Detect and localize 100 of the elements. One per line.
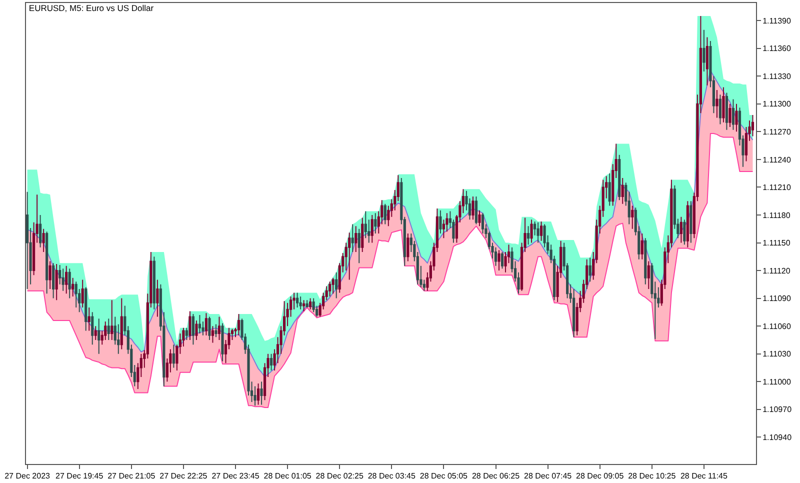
candlestick	[348, 232, 351, 280]
candlestick	[84, 286, 88, 332]
candlestick	[256, 382, 260, 406]
y-tick-label: 1.11240	[762, 155, 792, 164]
candlestick	[706, 36, 708, 86]
candlestick	[370, 214, 374, 244]
candlestick	[647, 260, 650, 290]
y-tick-label: 1.11150	[762, 238, 791, 248]
y-tick-label: 1.11120	[762, 266, 791, 276]
candlestick	[309, 298, 312, 310]
x-tick-label: 27 Dec 2023	[4, 472, 51, 481]
x-tick-label: 27 Dec 19:45	[56, 472, 104, 481]
candlestick	[74, 281, 78, 308]
candlestick	[608, 172, 611, 206]
candlestick	[751, 114, 754, 137]
candlestick	[361, 217, 364, 253]
candlestick	[540, 220, 543, 242]
candlestick	[472, 196, 474, 220]
candlestick	[732, 98, 735, 130]
candlestick	[214, 324, 218, 338]
candlestick	[498, 250, 500, 272]
candlestick	[494, 246, 498, 266]
candlestick	[481, 212, 484, 234]
candlestick	[354, 226, 358, 253]
candlestick	[208, 316, 211, 340]
y-tick-label: 1.11030	[762, 350, 792, 359]
candlestick	[204, 312, 208, 336]
candlestick	[185, 327, 188, 340]
y-tick-label: 1.11330	[762, 72, 792, 81]
candlestick	[107, 318, 110, 340]
candlestick	[725, 92, 728, 130]
candlestick	[332, 277, 334, 294]
candlestick	[588, 257, 592, 282]
candlestick	[26, 191, 29, 290]
candlestick	[621, 177, 624, 204]
candlestick	[218, 316, 221, 340]
candlestick	[335, 272, 338, 299]
y-tick-label: 1.11270	[762, 127, 792, 136]
candlestick	[718, 94, 722, 125]
candlestick	[439, 210, 442, 234]
candlestick	[306, 300, 308, 308]
x-tick-label: 28 Dec 10:25	[628, 472, 676, 481]
candlestick	[302, 300, 306, 312]
candlestick	[62, 268, 64, 292]
candlestick	[195, 320, 198, 340]
y-tick-label: 1.11180	[762, 210, 791, 220]
candlestick	[198, 314, 202, 334]
chart-title: EURUSD, M5: Euro vs US Dollar	[28, 2, 154, 13]
y-tick-label: 1.11060	[762, 322, 792, 331]
candlestick	[81, 279, 84, 308]
candlestick	[104, 320, 107, 340]
x-tick-label: 28 Dec 05:05	[420, 472, 468, 481]
x-tick-label: 27 Dec 23:45	[212, 472, 260, 481]
candlestick	[364, 210, 367, 239]
candlestick	[690, 200, 692, 244]
y-tick-label: 1.10940	[762, 432, 792, 442]
candlestick	[526, 226, 530, 246]
candlestick	[98, 318, 100, 354]
candlestick	[46, 231, 48, 294]
x-tick-label: 27 Dec 22:25	[160, 472, 208, 481]
candlestick	[39, 214, 42, 248]
y-tick-label: 1.11300	[762, 100, 792, 109]
candlestick	[156, 279, 159, 318]
x-tick-label: 28 Dec 09:05	[576, 472, 624, 481]
candlestick	[406, 233, 410, 262]
y-tick-label: 1.11360	[762, 44, 792, 54]
y-tick-label: 1.11390	[762, 16, 792, 26]
candlestick	[618, 154, 621, 201]
candlestick	[260, 381, 263, 406]
candlestick	[254, 386, 256, 406]
candlestick	[296, 292, 299, 308]
candlestick	[728, 103, 732, 128]
candlestick	[572, 288, 576, 338]
candlestick	[686, 200, 689, 248]
candlestick	[270, 353, 273, 371]
candlestick	[211, 326, 214, 344]
candlestick	[631, 205, 634, 230]
candlestick	[188, 310, 192, 340]
candlestick	[42, 228, 45, 253]
candlestick	[110, 300, 114, 340]
candlestick	[299, 296, 302, 310]
x-tick-label: 28 Dec 06:25	[472, 472, 520, 481]
candlestick	[478, 210, 481, 227]
candlestick	[683, 219, 686, 246]
candlestick	[120, 298, 123, 350]
candlestick	[68, 268, 71, 299]
line-series	[26, 133, 754, 408]
candlestick	[192, 314, 195, 346]
y-tick-label: 1.11000	[762, 377, 792, 386]
x-tick-label: 28 Dec 07:45	[524, 472, 572, 481]
candlestick	[530, 219, 533, 244]
candlestick	[52, 262, 55, 299]
candlestick	[312, 298, 315, 313]
candlestick	[722, 86, 725, 123]
candlestick	[500, 252, 504, 270]
y-tick-label: 1.11090	[762, 294, 792, 304]
x-tick-label: 28 Dec 03:45	[368, 472, 416, 481]
candlestick	[237, 314, 240, 336]
candlestick	[374, 212, 377, 234]
y-tick-label: 1.11210	[762, 183, 792, 192]
